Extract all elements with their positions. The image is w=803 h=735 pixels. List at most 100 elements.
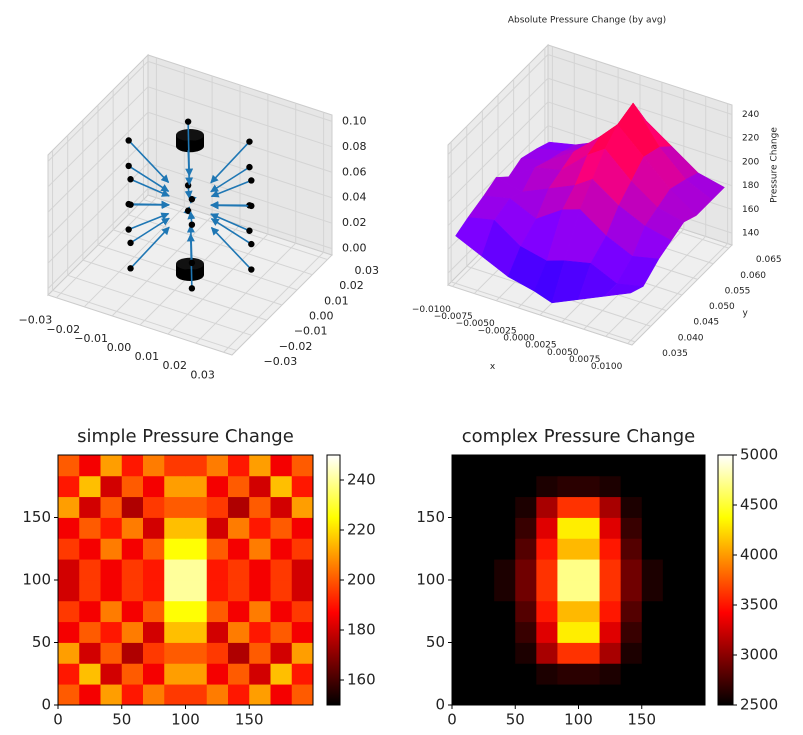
heatmap-cell (494, 580, 516, 602)
heatmap-cell (100, 600, 123, 623)
heatmap-cell (536, 538, 558, 560)
heatmap-cell (79, 600, 101, 623)
heatmap-cell (291, 600, 314, 623)
heatmap-cell (641, 538, 664, 560)
arrow (210, 227, 252, 271)
heatmap-cell (641, 455, 664, 477)
heatmap-cell (599, 684, 622, 706)
arrow (129, 226, 170, 269)
point (184, 118, 192, 125)
heatmap-cell (206, 475, 229, 498)
heatmap-cell (206, 559, 229, 581)
grid-line (147, 111, 333, 173)
point (248, 202, 255, 210)
x-tick-label: 50 (112, 711, 131, 729)
heatmap-cell (536, 517, 558, 539)
point (125, 226, 132, 233)
colorbar-tick-label: 200 (347, 571, 376, 589)
heatmap-cell (662, 600, 685, 623)
y-tick-label: 0.040 (678, 333, 704, 343)
heatmap-cell (578, 600, 600, 623)
heatmap-cell (121, 475, 144, 498)
arrow (210, 166, 250, 193)
heatmap-cell (79, 621, 101, 643)
heatmap-cell (515, 475, 537, 498)
arrow (130, 178, 170, 197)
heatmap-cell (249, 517, 271, 539)
heatmap-cell (291, 538, 314, 560)
heatmap-cell (473, 663, 495, 685)
colorbar-tick-label: 240 (347, 471, 376, 489)
heatmap-cell (662, 496, 685, 518)
heatmap-cell (270, 517, 293, 539)
x-tick-label: −0.0050 (456, 319, 495, 329)
heatmap-cell (228, 663, 250, 685)
heatmap-cell (249, 600, 271, 623)
x-tick-label: −0.02 (46, 323, 80, 336)
heatmap-cell (291, 580, 314, 602)
x-tick-label: −0.03 (19, 314, 53, 327)
heatmap-cell (185, 455, 208, 477)
point (188, 196, 196, 203)
heatmap-cell (557, 580, 579, 602)
y-tick-label: 0.03 (354, 264, 379, 277)
heatmap-cell (58, 559, 80, 581)
heatmap-cell (662, 538, 685, 560)
heatmap-cell (557, 663, 579, 685)
colorbar (326, 454, 341, 706)
x-tick-label: 0.0000 (503, 334, 535, 344)
y-tick-label: 0.060 (740, 271, 766, 281)
heatmap-cell (270, 600, 293, 623)
z-tick-label: 220 (742, 134, 759, 144)
heatmap-cell (536, 475, 558, 498)
arrow (210, 179, 252, 198)
heatmap-cell (578, 580, 600, 602)
heatmap-cell (599, 475, 622, 498)
heatmap-cell (249, 580, 271, 602)
heatmap-cell (662, 621, 685, 643)
x-tick-label: 0.0075 (569, 355, 601, 365)
heatmap-cell (662, 517, 685, 539)
z-tick-label: 0.06 (342, 165, 367, 178)
heatmap-cell (206, 642, 229, 664)
x-tick-label: −0.0075 (434, 312, 473, 322)
colorbar-tick-label: 5000 (740, 446, 778, 464)
grid-line (47, 61, 149, 162)
heatmap-cell (100, 684, 123, 706)
z-tick-label: 0.02 (342, 216, 367, 229)
point (188, 285, 196, 292)
arrow (185, 121, 194, 177)
heatmap-cell (58, 663, 80, 685)
point (127, 201, 134, 208)
x-tick-label: 0.0100 (591, 362, 623, 372)
heatmap-cell (291, 642, 314, 664)
grid-line (447, 77, 549, 179)
colorbar-tick-label: 4500 (740, 496, 778, 514)
transducer-cap (176, 129, 204, 141)
heatmap-cell (121, 538, 144, 560)
heatmap-cell (494, 621, 516, 643)
heatmap-cell (185, 559, 208, 581)
grid-line (47, 111, 149, 213)
z-tick-label: 0.08 (342, 140, 367, 153)
point (248, 177, 255, 184)
arrow (210, 213, 250, 232)
heatmap-cell (578, 663, 600, 685)
heatmap-cell (557, 642, 579, 664)
heatmap-cell (143, 621, 165, 643)
point (127, 265, 134, 272)
arrow (186, 224, 195, 263)
x-tick-label: 150 (627, 711, 656, 729)
heatmap-cell (249, 559, 271, 581)
y-tick-label: −0.03 (264, 355, 298, 368)
heatmap-cell (164, 663, 186, 685)
heatmap-cell (494, 642, 516, 664)
heatmap-cell (515, 621, 537, 643)
point (127, 176, 134, 183)
heatmap-cell (452, 621, 474, 643)
y-tick-label: 0 (435, 696, 445, 714)
heatmap-cell (58, 684, 80, 706)
heatmap-cell (494, 517, 516, 539)
heatmap-cell (641, 475, 664, 498)
